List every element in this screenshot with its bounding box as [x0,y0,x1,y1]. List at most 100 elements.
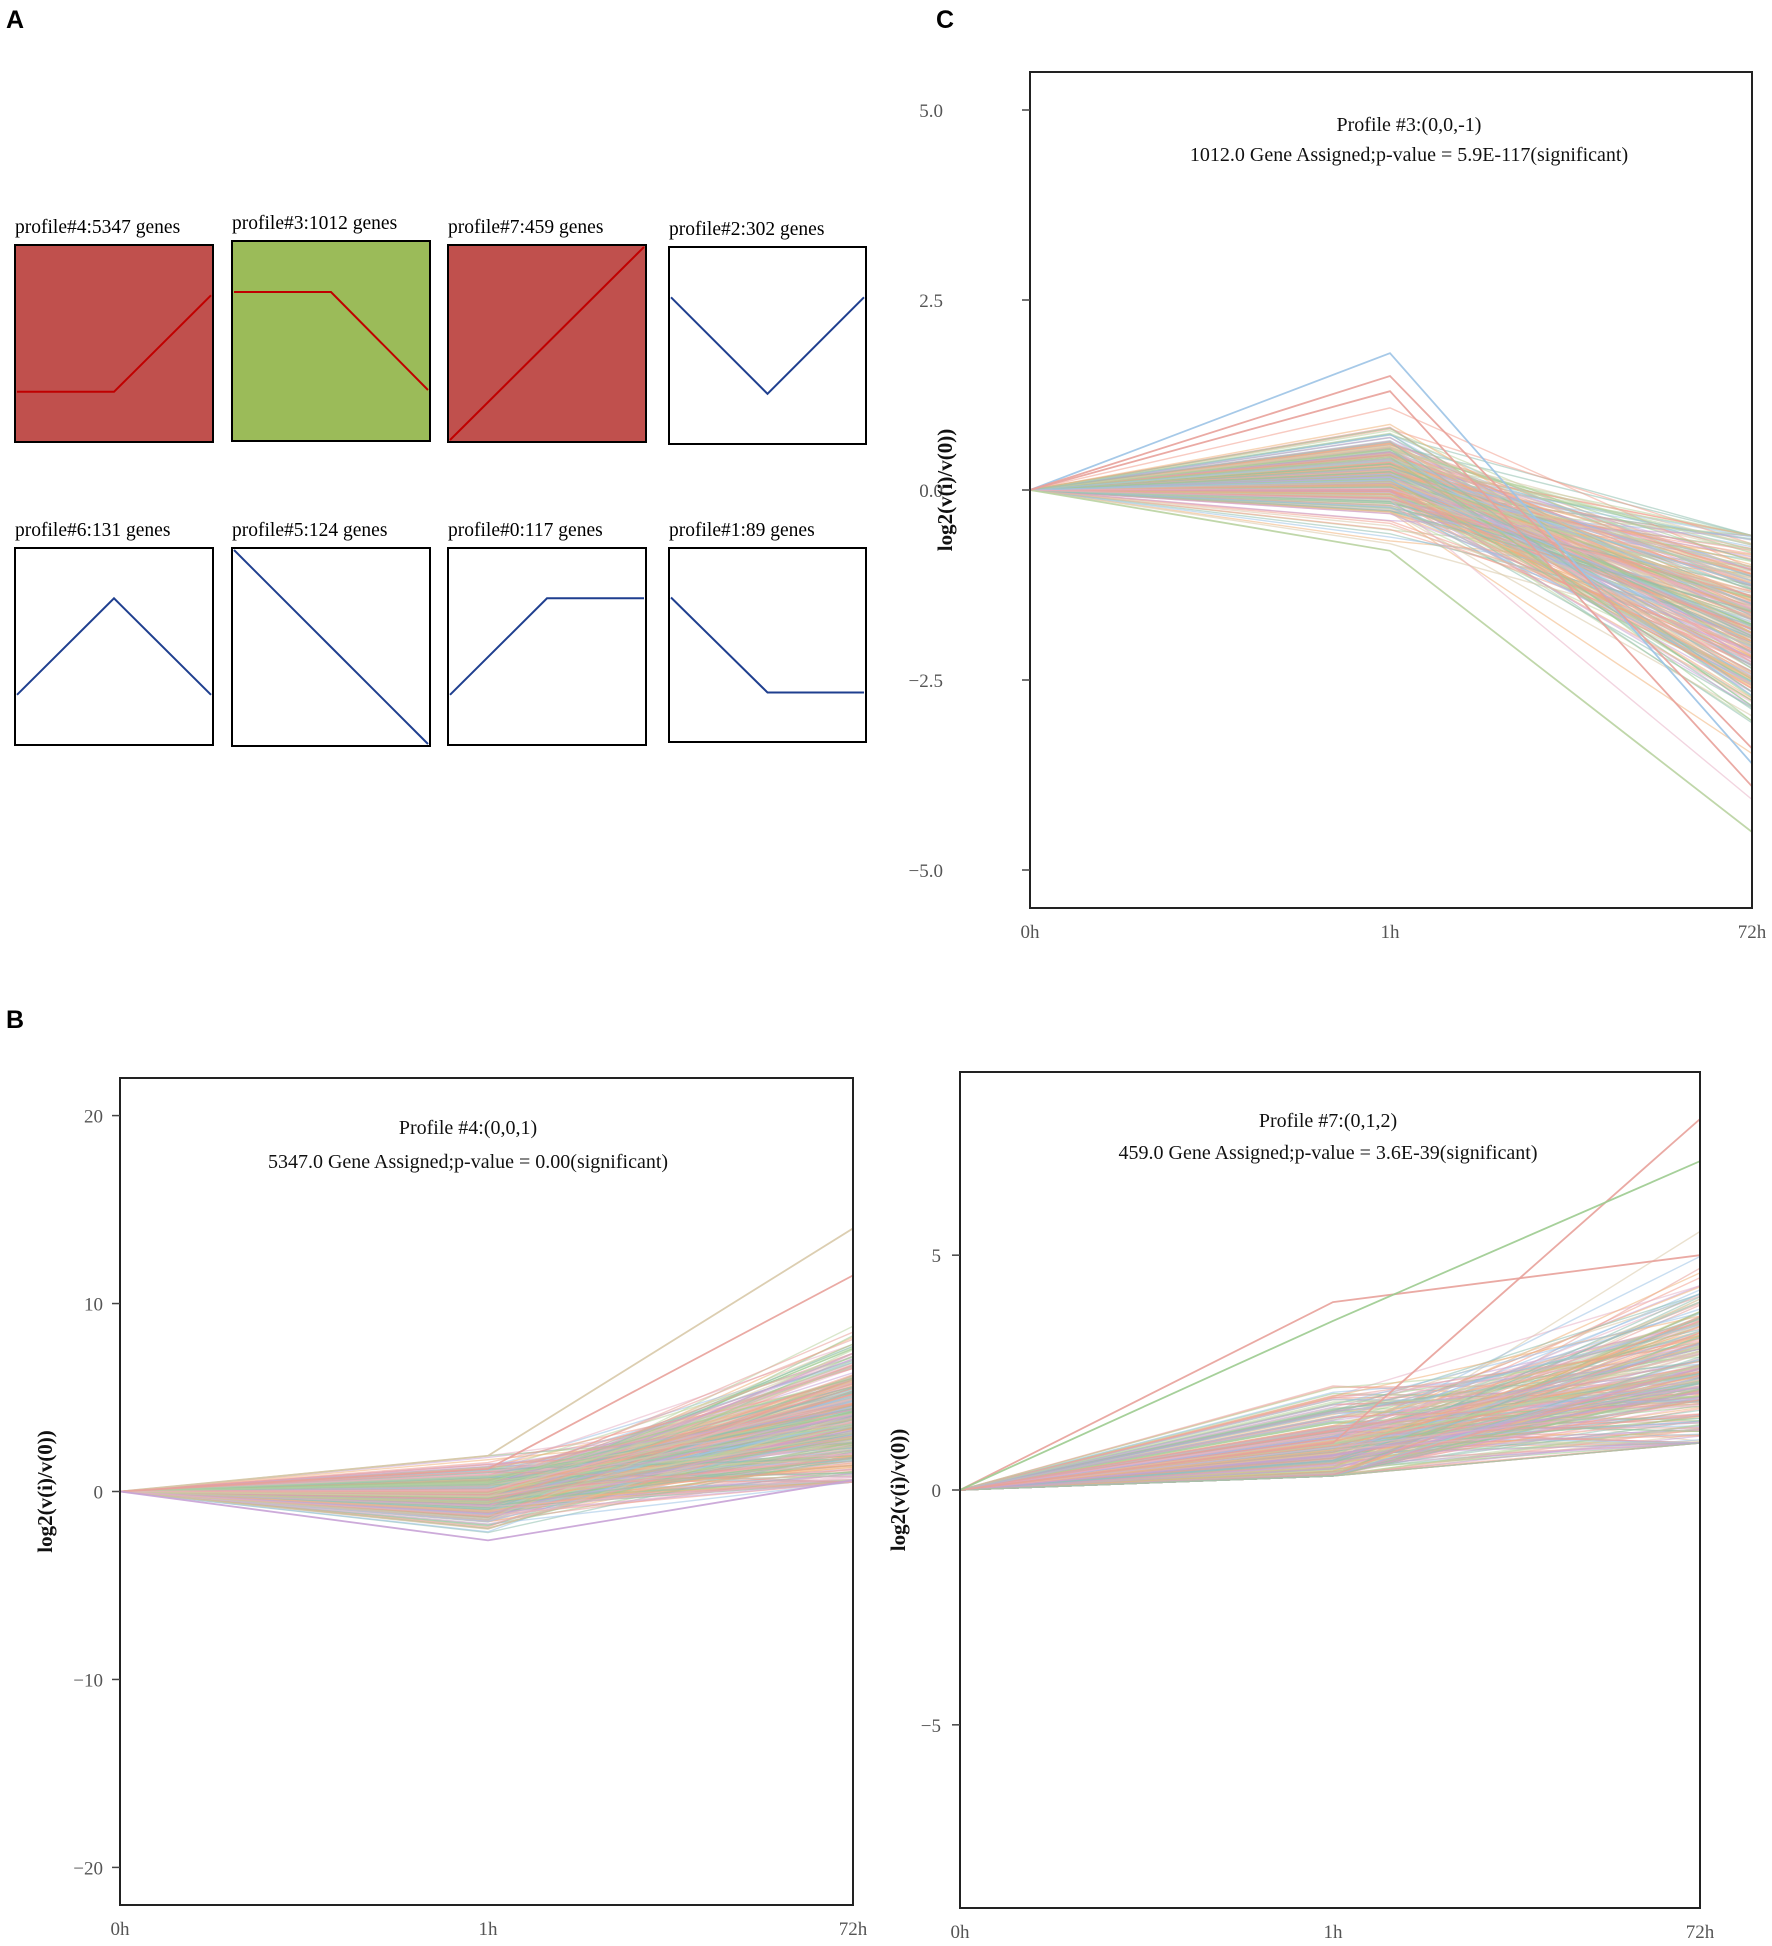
chart-title: Profile #4:(0,0,1) [399,1117,537,1139]
trace-line [120,1227,853,1493]
trace-line [1030,489,1752,645]
y-tick-label: 20 [84,1107,103,1128]
trace-line [1030,489,1752,801]
y-tick-label: 2.5 [919,291,943,312]
y-tick-label: −5.0 [909,861,943,882]
profile-label: profile#1:89 genes [669,520,815,541]
y-tick-label: 10 [84,1295,103,1316]
trace-line [120,1381,853,1493]
profile-label: profile#7:459 genes [448,217,603,238]
trace-lines [120,1227,853,1542]
trace-line [1030,374,1752,750]
profile-thumbnail: profile#3:1012 genes [231,213,431,442]
trace-line [1030,489,1752,643]
trace-line [1030,473,1752,586]
trace-line [1030,489,1752,625]
trace-line [1030,352,1752,765]
trace-line [960,1254,1700,1491]
profile-thumbnail: profile#4:5347 genes [14,217,214,443]
trace-line [960,1367,1700,1491]
trace-line [960,1392,1700,1491]
trace-line [120,1377,853,1493]
profile-thumbnail: profile#0:117 genes [447,520,647,746]
trace-line [1030,453,1752,575]
profile-box [668,547,867,743]
trace-line [1030,489,1752,537]
y-tick-label: 0 [932,1481,942,1502]
trace-line [1030,466,1752,591]
profile-box [231,240,431,442]
trace-line [960,1312,1700,1491]
trace-line [120,1380,853,1520]
profile-thumbnail: profile#7:459 genes [447,217,647,443]
profile-thumbnail: profile#6:131 genes [14,520,214,746]
x-tick-label: 0h [951,1922,971,1943]
panel-letter-a: A [6,6,25,34]
profile-thumbnail: profile#2:302 genes [668,219,867,445]
profile-label: profile#5:124 genes [232,520,387,541]
trace-lines [1030,352,1752,833]
trace-line [120,1423,853,1493]
trace-line [1030,489,1752,537]
profile-label: profile#2:302 genes [669,219,824,240]
profile-box [14,547,214,746]
chart-title: Profile #3:(0,0,-1) [1337,114,1482,136]
y-tick-label: 5 [932,1246,942,1267]
trace-line [120,1412,853,1493]
chart-title: Profile #7:(0,1,2) [1259,1110,1397,1132]
trace-line [1030,459,1752,605]
trace-line [120,1435,853,1501]
chart-subtitle: 459.0 Gene Assigned;p-value = 3.6E-39(si… [1119,1142,1538,1164]
trace-line [1030,489,1752,640]
y-tick-label: 0.0 [919,481,943,502]
x-tick-label: 72h [839,1919,868,1940]
profile-label: profile#3:1012 genes [232,213,397,234]
chart-subtitle: 5347.0 Gene Assigned;p-value = 0.00(sign… [268,1151,668,1173]
trace-line [1030,484,1752,690]
trace-lines [960,1118,1700,1491]
trace-line [960,1118,1700,1491]
chart-b1: Profile #4:(0,0,1) 5347.0 Gene Assigned;p… [33,1077,868,1940]
profile-line [233,549,429,745]
x-tick-label: 0h [111,1919,131,1940]
trace-line [120,1274,853,1493]
y-axis-label: log2(v(i)/v(0)) [886,1429,910,1551]
profile-thumbnail: profile#1:89 genes [668,520,867,743]
trace-line [1030,446,1752,608]
trace-line [1030,407,1752,570]
profile-line [16,596,212,696]
chart-subtitle: 1012.0 Gene Assigned;p-value = 5.9E-117(… [1190,144,1628,166]
y-axis-label: log2(v(i)/v(0)) [933,429,957,551]
trace-line [960,1403,1700,1491]
y-tick-label: −5 [921,1716,941,1737]
trace-line [960,1442,1700,1491]
trace-line [1030,487,1752,609]
plot-frame [959,1071,1701,1909]
trace-line [120,1398,853,1493]
profile-box [14,244,214,443]
trace-line [1030,390,1752,788]
y-tick-label: −10 [73,1670,103,1691]
trace-line [960,1325,1700,1491]
profile-label: profile#6:131 genes [15,520,170,541]
trace-line [120,1425,853,1505]
x-tick-label: 1h [479,1919,499,1940]
profile-label: profile#4:5347 genes [15,217,180,238]
x-tick-label: 72h [1686,1922,1715,1943]
profile-thumbnail: profile#5:124 genes [231,520,431,747]
trace-line [960,1376,1700,1491]
y-axis-label: log2(v(i)/v(0)) [33,1430,57,1552]
trace-line [1030,479,1752,628]
y-tick-label: −20 [73,1858,103,1879]
profile-line [449,246,645,441]
profile-line [449,597,644,696]
trace-line [1030,489,1752,630]
x-tick-label: 72h [1738,922,1767,943]
trace-line [120,1432,853,1498]
trace-line [960,1374,1700,1491]
y-tick-label: 5.0 [919,101,943,122]
trace-line [960,1324,1700,1491]
profile-label: profile#0:117 genes [448,520,603,541]
profile-line [234,291,429,391]
